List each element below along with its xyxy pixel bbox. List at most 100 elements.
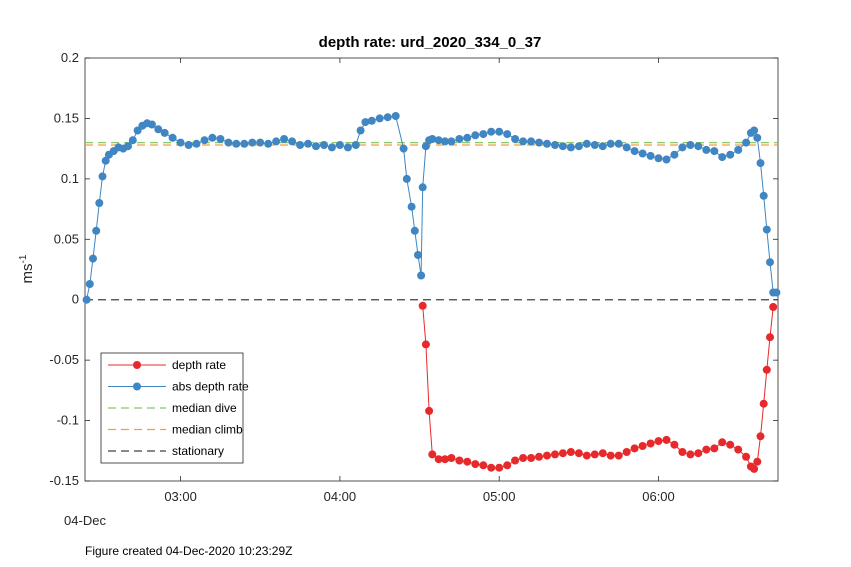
legend-label: abs depth rate <box>172 380 249 394</box>
abs-depth-rate-point <box>184 141 193 149</box>
abs-depth-rate-point <box>147 120 156 129</box>
abs-depth-rate-point <box>410 226 419 235</box>
abs-depth-rate-point <box>240 139 249 148</box>
abs-depth-rate-point <box>566 143 575 152</box>
abs-depth-rate-point <box>455 135 464 143</box>
legend-label: median dive <box>172 401 237 415</box>
depth-rate-point <box>428 450 437 459</box>
depth-rate-point <box>566 448 575 456</box>
legend-label: median climb <box>172 423 243 437</box>
depth-rate-point <box>759 399 768 408</box>
abs-depth-rate-point <box>168 133 177 142</box>
abs-depth-rate-point <box>176 138 185 147</box>
abs-depth-rate-point <box>463 133 472 142</box>
depth-rate-point <box>441 455 449 464</box>
abs-depth-rate-point <box>662 155 671 164</box>
depth-rate-point <box>421 340 430 349</box>
abs-depth-rate-point <box>356 126 365 135</box>
y-tick-label: 0 <box>72 292 79 307</box>
legend-label: depth rate <box>172 358 226 372</box>
depth-rate-point <box>734 445 743 454</box>
abs-depth-rate-point <box>399 144 408 153</box>
depth-rate-point <box>418 301 427 310</box>
abs-depth-rate-point <box>95 199 104 207</box>
abs-depth-rate-point <box>441 137 449 146</box>
abs-depth-rate-point <box>367 116 376 125</box>
abs-depth-rate-point <box>160 128 169 137</box>
abs-depth-rate-point <box>124 142 132 151</box>
depth-rate-point <box>463 457 472 466</box>
series-points <box>82 112 781 473</box>
y-axis-label-exponent: -1 <box>18 254 29 263</box>
abs-depth-rate-point <box>296 141 305 149</box>
abs-depth-rate-point <box>434 136 443 145</box>
depth-rate-point <box>425 406 434 415</box>
depth-rate-point <box>574 449 583 458</box>
depth-rate-series-line <box>422 305 774 470</box>
abs-depth-rate-point <box>646 151 655 160</box>
depth-rate-point <box>686 450 695 459</box>
abs-depth-rate-point <box>288 137 297 146</box>
abs-depth-rate-point <box>726 150 735 159</box>
depth-rate-points <box>418 301 778 473</box>
abs-depth-rate-point <box>361 118 370 127</box>
legend-label: stationary <box>172 444 224 458</box>
depth-rate-point <box>487 463 496 472</box>
y-tick-label: -0.05 <box>49 352 79 367</box>
depth-rate-point <box>646 439 655 448</box>
abs-depth-rate-point <box>85 280 94 288</box>
depth-rate-point <box>447 454 456 462</box>
depth-rate-point <box>766 333 774 342</box>
abs-depth-rate-point <box>753 133 762 142</box>
abs-depth-rate-point <box>606 139 615 148</box>
abs-depth-rate-point <box>418 183 427 192</box>
abs-depth-rate-point <box>756 159 765 168</box>
y-axis: -0.15 -0.1 -0.05 0 0.05 0.1 0.15 0.2 <box>49 50 778 488</box>
abs-depth-rate-point <box>638 149 647 158</box>
depth-rate-point <box>756 432 765 441</box>
abs-depth-rate-point <box>686 141 695 149</box>
depth-rate-point <box>750 464 759 473</box>
abs-depth-rate-point <box>101 156 110 165</box>
abs-depth-rate-point <box>582 139 591 148</box>
abs-depth-rate-point <box>82 295 91 304</box>
depth-rate-point <box>519 454 528 462</box>
y-tick-label: -0.1 <box>57 413 79 428</box>
abs-depth-rate-point <box>630 147 639 156</box>
abs-depth-rate-point <box>320 141 328 149</box>
abs-depth-rate-point <box>574 142 583 151</box>
depth-rate-point <box>527 454 536 462</box>
abs-depth-rate-point <box>503 130 512 139</box>
x-tick-label: 06:00 <box>642 489 675 504</box>
abs-depth-rate-point <box>402 174 411 183</box>
abs-depth-rate-point <box>375 114 384 123</box>
depth-rate-point <box>742 452 751 461</box>
depth-rate-point <box>551 450 559 459</box>
abs-depth-rate-point <box>447 137 456 146</box>
depth-rate-point <box>606 451 615 460</box>
abs-depth-rate-point <box>335 141 344 149</box>
abs-depth-rate-point <box>312 142 320 151</box>
abs-depth-rate-point <box>383 113 392 122</box>
abs-depth-rate-point <box>772 288 781 297</box>
abs-depth-rate-point <box>558 142 567 151</box>
depth-rate-point <box>503 461 512 470</box>
y-axis-label-base: ms <box>19 263 36 283</box>
depth-rate-point <box>662 435 671 444</box>
depth-rate-point <box>769 303 778 311</box>
abs-depth-rate-point <box>710 147 719 156</box>
figure-footer: Figure created 04-Dec-2020 10:23:29Z <box>85 544 292 558</box>
abs-depth-rate-point <box>495 127 504 136</box>
depth-rate-point <box>702 445 711 454</box>
depth-rate-point <box>590 450 599 459</box>
x-tick-label: 03:00 <box>164 489 197 504</box>
y-tick-label: 0.15 <box>54 110 79 125</box>
depth-rate-point <box>535 452 543 461</box>
abs-depth-rate-point <box>200 136 209 145</box>
abs-depth-rate-point <box>678 143 687 152</box>
abs-depth-rate-point <box>343 143 352 152</box>
legend: depth rate abs depth rate median dive media… <box>100 352 249 464</box>
abs-depth-rate-point <box>543 139 551 148</box>
abs-depth-rate-point <box>598 142 607 151</box>
abs-depth-rate-point <box>128 136 137 145</box>
